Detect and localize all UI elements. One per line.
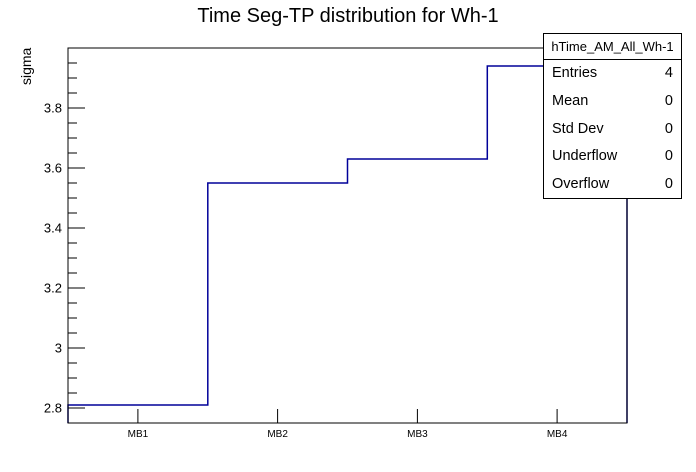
stats-value: 0 xyxy=(664,120,673,137)
stats-row-entries: Entries 4 xyxy=(544,60,681,88)
y-axis-tick-label: 3.2 xyxy=(44,281,62,296)
y-axis-tick-label: 3 xyxy=(55,341,62,356)
y-axis-tick-label: 2.8 xyxy=(44,401,62,416)
chart-title: Time Seg-TP distribution for Wh-1 xyxy=(197,5,499,27)
stats-row-underflow: Underflow 0 xyxy=(544,143,681,171)
stats-value: 0 xyxy=(664,148,673,165)
stats-box: hTime_AM_All_Wh-1 Entries 4 Mean 0 Std D… xyxy=(543,33,682,199)
stats-box-title: hTime_AM_All_Wh-1 xyxy=(544,34,681,60)
stats-label: Overflow xyxy=(552,176,610,193)
x-axis-tick-label: MB3 xyxy=(407,429,428,440)
stats-value: 0 xyxy=(664,176,673,193)
y-axis-tick-label: 3.6 xyxy=(44,161,62,176)
x-axis-tick-label: MB4 xyxy=(547,429,568,440)
y-axis-tick-label: 3.8 xyxy=(44,101,62,116)
y-axis-title: sigma xyxy=(18,47,34,85)
stats-row-overflow: Overflow 0 xyxy=(544,171,681,199)
stats-row-stddev: Std Dev 0 xyxy=(544,116,681,144)
plot-frame xyxy=(67,47,628,424)
stats-value: 4 xyxy=(664,65,673,81)
stats-value: 0 xyxy=(664,92,673,109)
x-axis-tick-label: MB1 xyxy=(128,429,149,440)
stats-label: Entries xyxy=(552,65,598,81)
stats-label: Mean xyxy=(552,92,589,109)
stats-label: Std Dev xyxy=(552,120,604,137)
x-axis-tick-label: MB2 xyxy=(267,429,288,440)
stats-label: Underflow xyxy=(552,148,618,165)
y-axis-tick-label: 3.4 xyxy=(44,221,62,236)
stats-row-mean: Mean 0 xyxy=(544,88,681,116)
